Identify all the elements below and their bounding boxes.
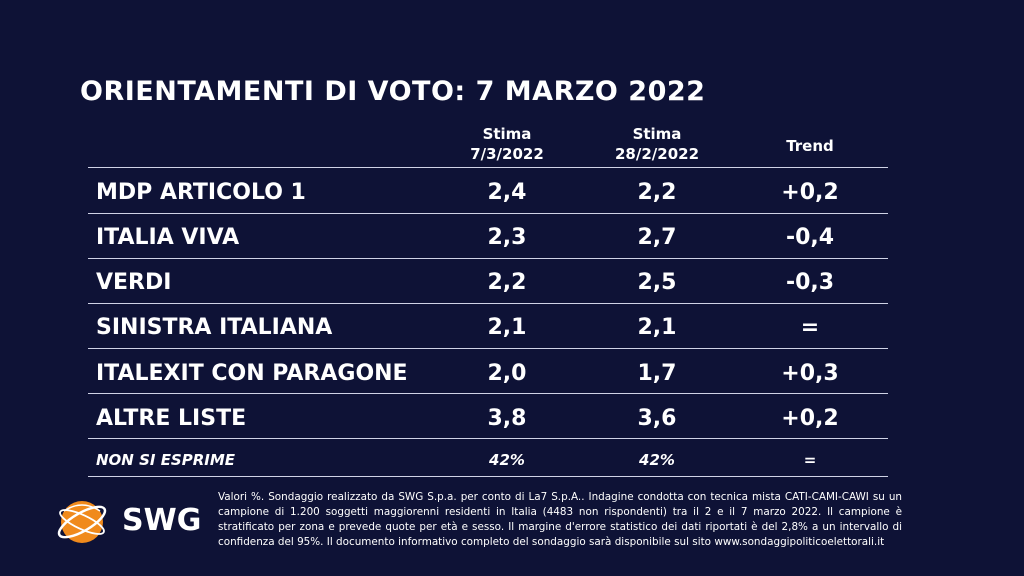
value-cell: 42% xyxy=(489,451,525,469)
swg-logo-globe-icon xyxy=(57,501,107,543)
value-cell: 3,8 xyxy=(487,406,527,431)
value-cell: 2,3 xyxy=(487,225,527,250)
row-separator xyxy=(88,476,888,477)
row-label: VERDI xyxy=(96,270,172,295)
column-header-trend: Trend xyxy=(786,137,834,155)
column-header-line: 28/2/2022 xyxy=(614,145,700,163)
trend-cell: -0,3 xyxy=(785,270,835,295)
trend-cell: +0,3 xyxy=(781,361,839,386)
column-header-line: Stima xyxy=(482,125,532,143)
value-cell: 2,4 xyxy=(487,180,527,205)
value-cell: 2,5 xyxy=(637,270,677,295)
trend-cell: +0,2 xyxy=(781,180,839,205)
trend-cell: = xyxy=(800,315,820,340)
row-separator xyxy=(88,303,888,304)
value-cell: 3,6 xyxy=(637,406,677,431)
value-cell: 2,1 xyxy=(487,315,527,340)
column-header-stima-28-2: Stima 28/2/2022 xyxy=(597,124,717,164)
row-separator xyxy=(88,438,888,439)
value-cell: 42% xyxy=(639,451,675,469)
column-header-stima-7-3: Stima 7/3/2022 xyxy=(447,124,567,164)
row-separator xyxy=(88,393,888,394)
row-separator xyxy=(88,258,888,259)
row-label: NON SI ESPRIME xyxy=(96,451,236,469)
swg-logo-text: SWG xyxy=(122,503,202,538)
column-header-line: 7/3/2022 xyxy=(470,145,544,163)
row-label: ALTRE LISTE xyxy=(96,406,247,431)
row-separator xyxy=(88,167,888,168)
value-cell: 2,1 xyxy=(637,315,677,340)
row-label: SINISTRA ITALIANA xyxy=(96,315,333,340)
row-label: ITALIA VIVA xyxy=(96,225,240,250)
row-separator xyxy=(88,348,888,349)
value-cell: 2,2 xyxy=(487,270,527,295)
row-label: MDP ARTICOLO 1 xyxy=(96,180,306,205)
methodology-footnote: Valori %. Sondaggio realizzato da SWG S.… xyxy=(218,491,902,548)
value-cell: 2,2 xyxy=(637,180,677,205)
trend-cell: = xyxy=(803,451,817,469)
column-header-line: Stima xyxy=(632,125,682,143)
page-title: ORIENTAMENTI DI VOTO: 7 MARZO 2022 xyxy=(80,76,706,107)
value-cell: 1,7 xyxy=(637,361,677,386)
row-label: ITALEXIT CON PARAGONE xyxy=(96,361,408,386)
value-cell: 2,7 xyxy=(637,225,677,250)
row-separator xyxy=(88,213,888,214)
trend-cell: -0,4 xyxy=(785,225,835,250)
trend-cell: +0,2 xyxy=(781,406,839,431)
value-cell: 2,0 xyxy=(487,361,527,386)
